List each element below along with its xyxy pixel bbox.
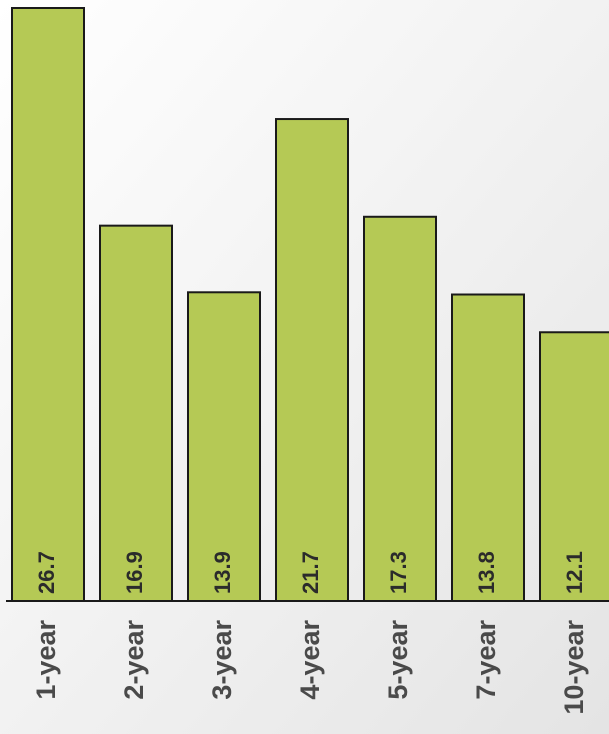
bar [187,291,261,602]
x-tick-label: 1-year [31,620,61,700]
bar [451,293,525,602]
x-tick-label: 7-year [471,620,501,700]
bar [275,118,349,603]
x-tick-label: 3-year [207,620,237,700]
value-label: 13.8 [474,551,499,594]
x-tick-label: 5-year [383,620,413,700]
value-label: 17.3 [386,551,411,594]
value-label: 16.9 [122,551,147,594]
bar [11,7,85,602]
bar [539,331,609,602]
x-tick-label: 4-year [295,620,325,700]
value-label: 26.7 [34,551,59,594]
value-label: 12.1 [562,551,587,594]
value-label: 21.7 [298,551,323,594]
x-tick-label: 10-year [559,620,589,715]
bar [363,215,437,602]
x-tick-label: 2-year [119,620,149,700]
value-label: 13.9 [210,551,235,594]
bar [99,224,173,602]
